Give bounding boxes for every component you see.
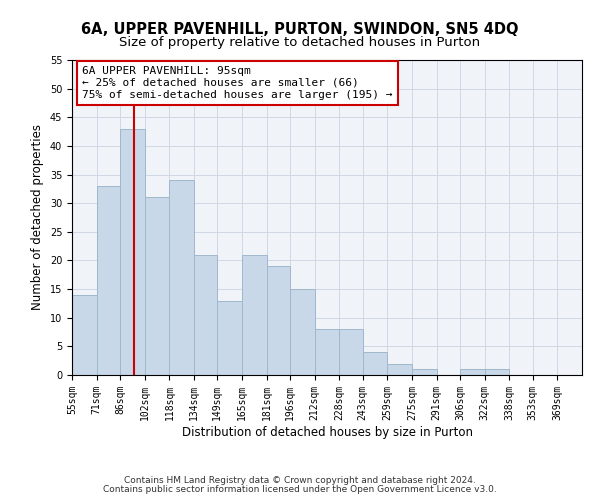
Bar <box>120 128 145 375</box>
Bar <box>314 329 340 375</box>
Y-axis label: Number of detached properties: Number of detached properties <box>31 124 44 310</box>
Bar <box>145 198 169 375</box>
Bar <box>290 289 314 375</box>
Text: Size of property relative to detached houses in Purton: Size of property relative to detached ho… <box>119 36 481 49</box>
Bar <box>242 254 267 375</box>
X-axis label: Distribution of detached houses by size in Purton: Distribution of detached houses by size … <box>182 426 473 438</box>
Text: Contains public sector information licensed under the Open Government Licence v3: Contains public sector information licen… <box>103 485 497 494</box>
Bar <box>169 180 194 375</box>
Text: Contains HM Land Registry data © Crown copyright and database right 2024.: Contains HM Land Registry data © Crown c… <box>124 476 476 485</box>
Bar <box>267 266 290 375</box>
Text: 6A, UPPER PAVENHILL, PURTON, SWINDON, SN5 4DQ: 6A, UPPER PAVENHILL, PURTON, SWINDON, SN… <box>81 22 519 38</box>
Bar <box>387 364 412 375</box>
Bar <box>485 370 509 375</box>
Bar <box>460 370 485 375</box>
Bar <box>97 186 120 375</box>
Bar <box>340 329 362 375</box>
Bar <box>72 295 97 375</box>
Bar <box>412 370 437 375</box>
Text: 6A UPPER PAVENHILL: 95sqm
← 25% of detached houses are smaller (66)
75% of semi-: 6A UPPER PAVENHILL: 95sqm ← 25% of detac… <box>82 66 392 100</box>
Bar <box>194 254 217 375</box>
Bar <box>362 352 387 375</box>
Bar <box>217 300 242 375</box>
